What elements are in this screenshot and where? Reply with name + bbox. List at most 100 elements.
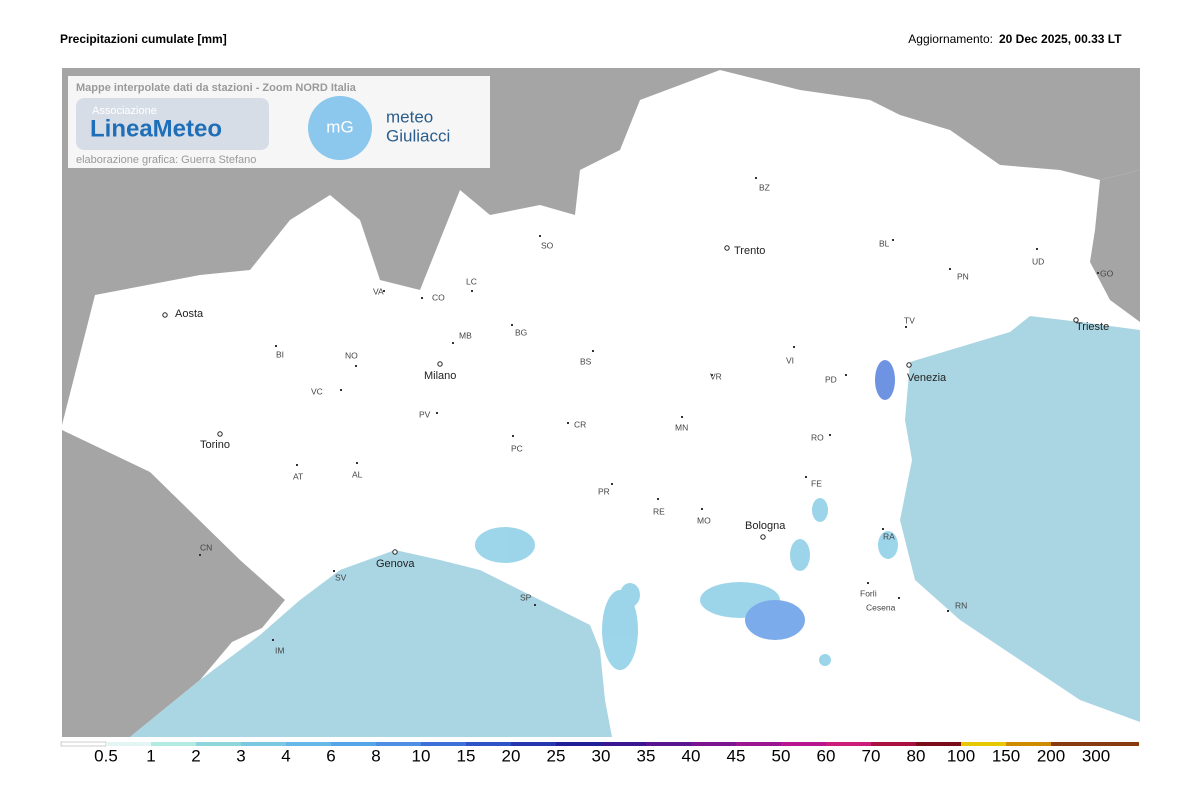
city-marker (724, 245, 730, 251)
city-marker (760, 534, 766, 540)
legend-label: 20 (502, 746, 521, 765)
province-marker (867, 582, 869, 584)
province-label: NO (345, 350, 358, 360)
province-marker (272, 639, 274, 641)
province-label: PC (511, 443, 523, 453)
province-marker (882, 528, 884, 530)
province-label: PV (419, 409, 431, 419)
province-label: RA (883, 531, 895, 541)
legend-label: 45 (727, 746, 746, 765)
province-label: RO (811, 432, 824, 442)
legend-swatch (241, 742, 286, 746)
legend-label: 2 (191, 746, 200, 765)
province-label: PR (598, 486, 610, 496)
legend-label: 4 (281, 746, 290, 765)
province-marker (356, 462, 358, 464)
province-label: GO (1100, 268, 1114, 278)
province-marker (805, 476, 807, 478)
update-value: 20 Dec 2025, 00.33 LT (999, 32, 1122, 46)
logo1-main: LineaMeteo (90, 115, 222, 142)
legend-swatch (736, 742, 781, 746)
province-label: BS (580, 356, 592, 366)
province-marker (355, 365, 357, 367)
province-marker (829, 434, 831, 436)
legend-swatch (196, 742, 241, 746)
map: Mappe interpolate dati da stazioni - Zoo… (62, 68, 1140, 737)
legend-label: 50 (772, 746, 791, 765)
title: Precipitazioni cumulate [mm] (60, 32, 227, 46)
legend-label: 35 (637, 746, 656, 765)
province-marker (340, 389, 342, 391)
province-label: SV (335, 572, 347, 582)
province-label: CO (432, 292, 445, 302)
province-label: UD (1032, 256, 1044, 266)
legend-swatch (511, 742, 556, 746)
province-label: Cesena (866, 602, 896, 612)
province-label: VR (710, 371, 722, 381)
province-marker (452, 342, 454, 344)
province-marker (793, 346, 795, 348)
province-marker (567, 422, 569, 424)
province-marker (892, 239, 894, 241)
legend-swatch (601, 742, 646, 746)
province-marker (1097, 272, 1099, 274)
legend-label: 100 (947, 746, 975, 765)
province-marker (539, 235, 541, 237)
legend-label: 15 (457, 746, 476, 765)
province-marker (511, 324, 513, 326)
city-label: Bologna (745, 520, 786, 532)
province-label: AT (293, 471, 303, 481)
city-label: Trieste (1076, 321, 1109, 333)
logo1-small: Associazione (92, 105, 157, 117)
province-label: VA (373, 286, 384, 296)
city-label: Aosta (175, 308, 204, 320)
city-marker (906, 362, 912, 368)
city-marker (1073, 317, 1079, 323)
legend-swatch (646, 742, 691, 746)
province-marker (1036, 248, 1038, 250)
legend-swatch (961, 742, 1006, 746)
legend: 0.5 1 2 3 4 6 8 10 15 20 25 30 35 40 45 50 60 70 80 100 150 2… (60, 741, 1139, 765)
city-marker (162, 312, 168, 318)
province-marker (383, 290, 385, 292)
province-label: SP (520, 592, 532, 602)
places: Aosta Torino Milano Genova Trento Venezia Bolo… (162, 177, 1114, 655)
adriatic-sea (900, 316, 1140, 722)
city-marker (217, 431, 223, 437)
province-label: TV (904, 315, 915, 325)
province-marker (471, 290, 473, 292)
province-marker (611, 483, 613, 485)
province-label: VI (786, 355, 794, 365)
legend-swatch (286, 742, 331, 746)
legend-swatch (151, 742, 196, 746)
legend-swatch (1006, 742, 1051, 746)
legend-swatch (1051, 742, 1139, 746)
province-marker (657, 498, 659, 500)
city-marker (437, 361, 443, 367)
legend-swatch (691, 742, 736, 746)
logo1-bg (76, 98, 269, 150)
province-marker (296, 464, 298, 466)
foreign-east (1090, 170, 1140, 322)
province-label: BG (515, 327, 527, 337)
province-label: IM (275, 645, 284, 655)
legend-label: 300 (1082, 746, 1110, 765)
legend-label: 150 (992, 746, 1020, 765)
legend-swatch (106, 742, 151, 746)
province-label: RE (653, 506, 665, 516)
update-label: Aggiornamento: (908, 32, 993, 46)
foreign-west (62, 430, 285, 737)
city-label: Torino (200, 439, 230, 451)
province-marker (898, 597, 900, 599)
province-marker (701, 508, 703, 510)
province-label: SO (541, 240, 554, 250)
legend-swatch (556, 742, 601, 746)
legend-label: 1 (146, 746, 155, 765)
legend-swatch (916, 742, 961, 746)
legend-swatch (60, 741, 107, 747)
logo2-icon: mG (326, 117, 353, 136)
province-label: Forlì (860, 588, 877, 598)
province-marker (592, 350, 594, 352)
